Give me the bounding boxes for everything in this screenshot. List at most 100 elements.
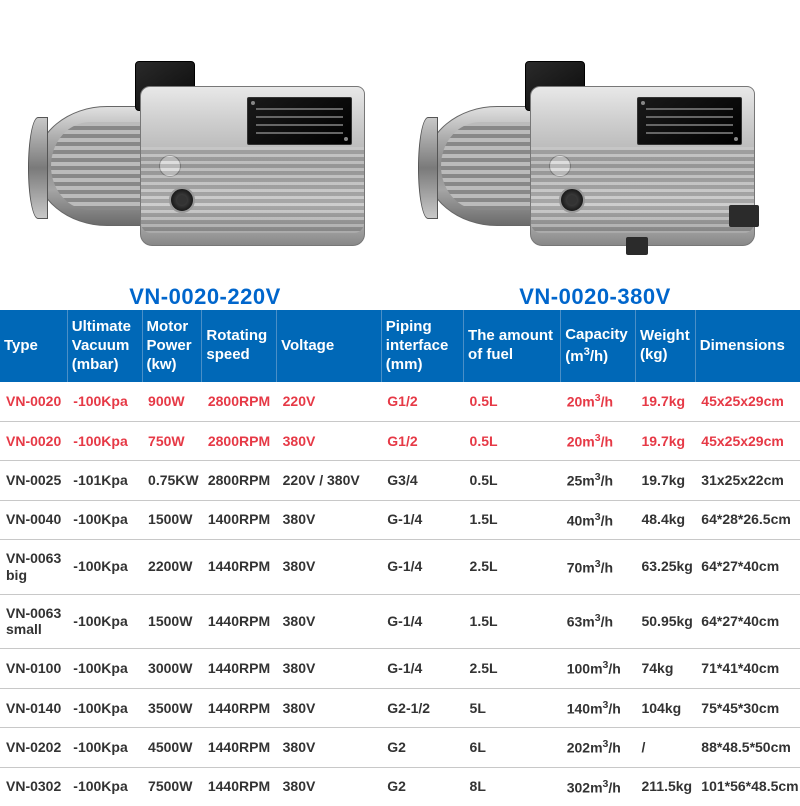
port-icon [626, 237, 648, 255]
table-cell: 3500W [142, 688, 202, 727]
table-row: VN-0020-100Kpa750W2800RPM380VG1/20.5L20m… [0, 421, 800, 460]
table-cell: -100Kpa [67, 500, 142, 539]
table-cell: -100Kpa [67, 540, 142, 595]
table-cell: 1440RPM [202, 728, 277, 767]
table-cell: 380V [277, 421, 382, 460]
pump-illustration [425, 51, 765, 261]
table-row: VN-0040-100Kpa1500W1400RPM380VG-1/41.5L4… [0, 500, 800, 539]
table-cell: 0.5L [464, 382, 561, 421]
table-cell: 48.4kg [635, 500, 695, 539]
table-cell: 380V [277, 540, 382, 595]
table-cell: 220V [277, 382, 382, 421]
table-cell: 4500W [142, 728, 202, 767]
table-cell: / [635, 728, 695, 767]
table-cell: 75*45*30cm [695, 688, 800, 727]
table-cell: 19.7kg [635, 461, 695, 500]
table-cell: 101*56*48.5cm [695, 767, 800, 806]
spec-table: TypeUltimate Vacuum (mbar)Motor Power (k… [0, 310, 800, 806]
table-cell: 7500W [142, 767, 202, 806]
table-cell: VN-0063 big [0, 540, 67, 595]
table-cell: 5L [464, 688, 561, 727]
table-cell: 1440RPM [202, 649, 277, 688]
table-cell: 2.5L [464, 540, 561, 595]
table-cell: VN-0202 [0, 728, 67, 767]
col-header: Motor Power (kw) [142, 310, 202, 382]
table-cell: -100Kpa [67, 382, 142, 421]
table-cell: G-1/4 [381, 540, 463, 595]
table-cell: 2800RPM [202, 382, 277, 421]
table-cell: 6L [464, 728, 561, 767]
table-cell: 104kg [635, 688, 695, 727]
table-cell: 202m3/h [561, 728, 636, 767]
table-cell: -100Kpa [67, 649, 142, 688]
nameplate-icon [637, 97, 742, 145]
col-header: Piping interface (mm) [381, 310, 463, 382]
table-cell: 45x25x29cm [695, 382, 800, 421]
table-cell: 2200W [142, 540, 202, 595]
table-cell: 2800RPM [202, 421, 277, 460]
table-row: VN-0302-100Kpa7500W1440RPM380VG28L302m3/… [0, 767, 800, 806]
motor-icon [35, 106, 155, 226]
table-cell: 20m3/h [561, 382, 636, 421]
table-cell: 211.5kg [635, 767, 695, 806]
product-0: VN-0020-220V [35, 51, 375, 310]
col-header: Ultimate Vacuum (mbar) [67, 310, 142, 382]
pump-body-icon [530, 86, 755, 246]
table-cell: VN-0302 [0, 767, 67, 806]
col-header: Type [0, 310, 67, 382]
table-cell: 140m3/h [561, 688, 636, 727]
col-header: Voltage [277, 310, 382, 382]
table-cell: G-1/4 [381, 594, 463, 649]
nameplate-icon [247, 97, 352, 145]
table-cell: VN-0063 small [0, 594, 67, 649]
table-cell: 302m3/h [561, 767, 636, 806]
table-cell: 2800RPM [202, 461, 277, 500]
table-cell: -100Kpa [67, 728, 142, 767]
table-cell: 220V / 380V [277, 461, 382, 500]
table-cell: -100Kpa [67, 421, 142, 460]
table-cell: 750W [142, 421, 202, 460]
table-cell: 1.5L [464, 500, 561, 539]
table-cell: -100Kpa [67, 688, 142, 727]
table-cell: G2 [381, 767, 463, 806]
table-cell: VN-0020 [0, 421, 67, 460]
table-cell: VN-0025 [0, 461, 67, 500]
table-cell: 71*41*40cm [695, 649, 800, 688]
table-cell: 380V [277, 649, 382, 688]
table-cell: 380V [277, 767, 382, 806]
header-row: TypeUltimate Vacuum (mbar)Motor Power (k… [0, 310, 800, 382]
table-cell: G1/2 [381, 382, 463, 421]
table-cell: 20m3/h [561, 421, 636, 460]
table-cell: -101Kpa [67, 461, 142, 500]
table-cell: 50.95kg [635, 594, 695, 649]
table-cell: 380V [277, 594, 382, 649]
table-row: VN-0140-100Kpa3500W1440RPM380VG2-1/25L14… [0, 688, 800, 727]
table-cell: 1440RPM [202, 688, 277, 727]
table-row: VN-0063 big-100Kpa2200W1440RPM380VG-1/42… [0, 540, 800, 595]
col-header: The amount of fuel [464, 310, 561, 382]
table-cell: 40m3/h [561, 500, 636, 539]
col-header: Dimensions [695, 310, 800, 382]
table-cell: 1500W [142, 594, 202, 649]
product-gallery: VN-0020-220VVN-0020-380V [0, 0, 800, 310]
sight-glass-icon [559, 187, 585, 213]
table-row: VN-0025-101Kpa0.75KW2800RPM220V / 380VG3… [0, 461, 800, 500]
table-cell: 100m3/h [561, 649, 636, 688]
table-row: VN-0063 small-100Kpa1500W1440RPM380VG-1/… [0, 594, 800, 649]
table-cell: 1400RPM [202, 500, 277, 539]
table-cell: G-1/4 [381, 649, 463, 688]
spec-table-body: VN-0020-100Kpa900W2800RPM220VG1/20.5L20m… [0, 382, 800, 806]
table-cell: -100Kpa [67, 594, 142, 649]
table-cell: VN-0140 [0, 688, 67, 727]
table-cell: 380V [277, 728, 382, 767]
col-header: Weight (kg) [635, 310, 695, 382]
table-cell: G1/2 [381, 421, 463, 460]
product-1: VN-0020-380V [425, 51, 765, 310]
table-cell: 380V [277, 688, 382, 727]
table-cell: 1440RPM [202, 540, 277, 595]
table-cell: 88*48.5*50cm [695, 728, 800, 767]
table-cell: VN-0100 [0, 649, 67, 688]
table-cell: VN-0040 [0, 500, 67, 539]
pump-illustration [35, 51, 375, 261]
sight-glass-icon [169, 187, 195, 213]
